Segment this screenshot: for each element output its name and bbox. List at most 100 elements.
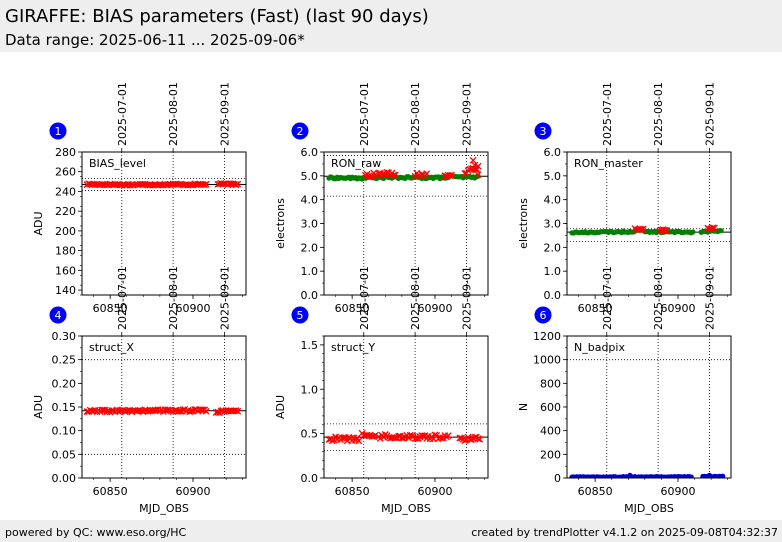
x-tick-label: 60900 bbox=[660, 485, 695, 498]
y-tick-label: 3.0 bbox=[544, 218, 562, 231]
data-point bbox=[469, 156, 477, 164]
y-tick-label: 220 bbox=[55, 205, 76, 218]
x-tick-label: 60850 bbox=[93, 485, 128, 498]
data-point bbox=[413, 434, 421, 442]
data-point bbox=[390, 171, 398, 179]
y-tick-label: 0.25 bbox=[52, 354, 77, 367]
panel-number-badge bbox=[291, 122, 309, 140]
date-tick-label: 2025-07-01 bbox=[601, 266, 614, 330]
date-tick-label: 2025-09-01 bbox=[460, 266, 473, 330]
plot-frame bbox=[323, 335, 489, 479]
y-axis-label: ADU bbox=[32, 211, 45, 235]
data-point bbox=[472, 166, 480, 174]
panel-label: struct_Y bbox=[331, 341, 375, 354]
y-tick-label: 400 bbox=[540, 425, 561, 438]
y-tick-label: 0.20 bbox=[52, 377, 77, 390]
data-points bbox=[83, 405, 242, 417]
y-tick-label: 180 bbox=[55, 245, 76, 258]
y-tick-label: 1200 bbox=[533, 330, 561, 343]
data-point bbox=[448, 171, 456, 179]
date-tick-label: 2025-09-01 bbox=[460, 82, 473, 146]
y-tick-label: 240 bbox=[55, 185, 76, 198]
date-tick-label: 2025-08-01 bbox=[409, 266, 422, 330]
data-point bbox=[234, 180, 242, 188]
y-tick-label: 0.0 bbox=[544, 289, 562, 302]
x-tick-label: 60900 bbox=[417, 485, 452, 498]
data-point bbox=[706, 472, 713, 478]
data-point bbox=[661, 226, 669, 234]
x-tick-label: 60850 bbox=[578, 485, 613, 498]
x-axis-label: MJD_OBS bbox=[139, 502, 189, 515]
y-tick-label: 6.0 bbox=[301, 146, 319, 159]
date-tick-label: 2025-07-01 bbox=[358, 266, 371, 330]
y-tick-label: 4.0 bbox=[301, 194, 319, 207]
date-tick-label: 2025-07-01 bbox=[116, 266, 129, 330]
panel-number-badge bbox=[534, 122, 552, 140]
panel-number-badge bbox=[534, 306, 552, 324]
data-point bbox=[232, 181, 240, 189]
date-tick-label: 2025-09-01 bbox=[703, 82, 716, 146]
date-tick-label: 2025-08-01 bbox=[652, 266, 665, 330]
page-subtitle: Data range: 2025-06-11 ... 2025-09-06* bbox=[5, 31, 305, 49]
page-title: GIRAFFE: BIAS parameters (Fast) (last 90… bbox=[5, 6, 429, 27]
y-axis-label: electrons bbox=[517, 198, 530, 249]
panel-number: 1 bbox=[55, 125, 62, 138]
panel-number-badge bbox=[291, 306, 309, 324]
data-point bbox=[423, 170, 431, 178]
data-point bbox=[474, 435, 482, 443]
data-point bbox=[638, 225, 646, 233]
data-point bbox=[475, 173, 481, 179]
data-point bbox=[471, 161, 479, 169]
data-point bbox=[476, 435, 484, 443]
y-tick-label: 5.0 bbox=[544, 170, 562, 183]
panel-label: RON_master bbox=[574, 157, 643, 170]
data-points bbox=[569, 224, 724, 236]
data-point bbox=[688, 474, 694, 478]
data-point bbox=[690, 229, 696, 235]
x-tick-label: 60850 bbox=[93, 302, 128, 315]
y-tick-label: 2.0 bbox=[301, 241, 319, 254]
y-tick-label: 0.0 bbox=[301, 289, 319, 302]
panel-label: struct_X bbox=[89, 341, 134, 354]
footer-credit: powered by QC: www.eso.org/HC bbox=[5, 526, 187, 539]
data-point bbox=[202, 407, 210, 415]
data-point bbox=[380, 170, 388, 178]
data-point bbox=[720, 473, 726, 478]
trend-plots: 2025-07-01 2025-08-01 2025-09-011401601802… bbox=[32, 82, 732, 515]
date-tick-label: 2025-09-01 bbox=[218, 82, 231, 146]
header: GIRAFFE: BIAS parameters (Fast) (last 90… bbox=[0, 0, 782, 52]
y-tick-label: 0.5 bbox=[301, 428, 319, 441]
date-tick-label: 2025-09-01 bbox=[703, 266, 716, 330]
y-tick-label: 800 bbox=[540, 377, 561, 390]
data-points bbox=[83, 179, 242, 189]
y-tick-label: 3.0 bbox=[301, 218, 319, 231]
data-point bbox=[639, 225, 647, 233]
y-tick-label: 0.00 bbox=[52, 472, 77, 485]
x-tick-label: 60900 bbox=[660, 302, 695, 315]
x-tick-label: 60850 bbox=[335, 485, 370, 498]
x-tick-label: 60850 bbox=[335, 302, 370, 315]
data-point bbox=[474, 171, 482, 179]
y-tick-label: 200 bbox=[540, 448, 561, 461]
y-axis-label: N bbox=[517, 403, 530, 411]
footer: powered by QC: www.eso.org/HC created by… bbox=[0, 520, 782, 542]
y-tick-label: 140 bbox=[55, 284, 76, 297]
footer-created: created by trendPlotter v4.1.2 on 2025-0… bbox=[471, 526, 778, 539]
data-point bbox=[187, 407, 195, 415]
y-tick-label: 0.30 bbox=[52, 330, 77, 343]
x-tick-label: 60900 bbox=[175, 485, 210, 498]
data-point bbox=[446, 172, 454, 180]
data-point bbox=[662, 226, 670, 234]
y-tick-label: 0.0 bbox=[301, 472, 319, 485]
data-point bbox=[627, 472, 633, 478]
x-tick-label: 60900 bbox=[175, 302, 210, 315]
y-tick-label: 200 bbox=[55, 225, 76, 238]
y-tick-label: 4.0 bbox=[544, 194, 562, 207]
data-point bbox=[232, 407, 240, 415]
panel-number: 4 bbox=[55, 309, 62, 322]
y-tick-label: 2.0 bbox=[544, 241, 562, 254]
date-tick-label: 2025-08-01 bbox=[167, 266, 180, 330]
y-tick-label: 1000 bbox=[533, 354, 561, 367]
panel-number: 6 bbox=[540, 309, 547, 322]
panel-label: RON_raw bbox=[331, 157, 381, 170]
